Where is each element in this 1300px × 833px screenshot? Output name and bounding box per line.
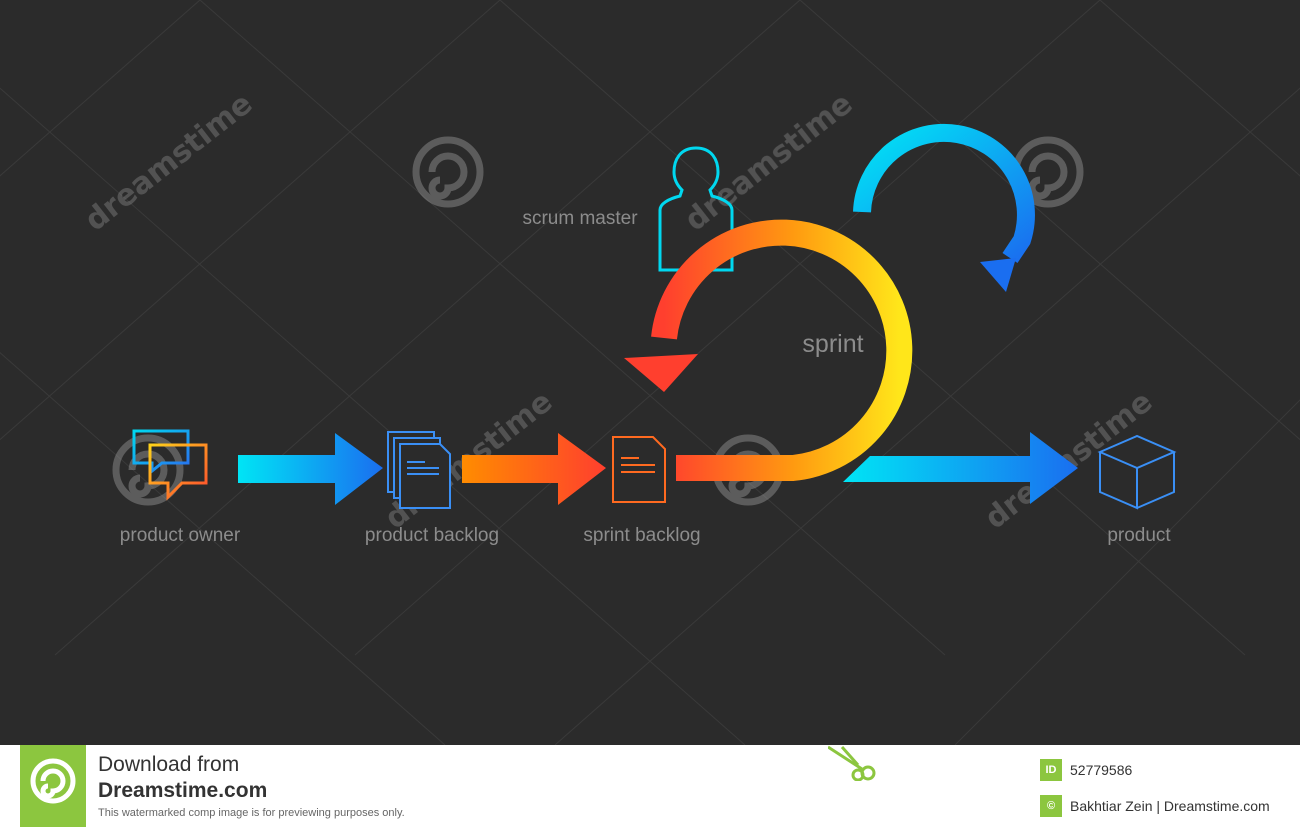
watermark-spirals	[112, 136, 1084, 506]
document-icon	[612, 436, 666, 503]
spiral-logo-icon	[30, 758, 76, 804]
product-cube-icon	[1097, 434, 1177, 510]
owner-to-backlog-arrow	[238, 433, 383, 505]
chat-bubbles-icon	[132, 429, 208, 501]
author-row: © Bakhtiar Zein | Dreamstime.com	[1040, 795, 1270, 817]
product-owner-label: product owner	[120, 525, 241, 546]
image-id-row: ID 52779586	[1040, 759, 1132, 781]
dreamstime-logo	[20, 745, 86, 827]
download-footer: Download from Dreamstime.com This waterm…	[0, 745, 1300, 833]
documents-stack-icon	[387, 431, 451, 509]
watermark-text: dreamstime	[678, 86, 859, 238]
scrum-diagram: dreamstime dreamstime dreamstime dreamst…	[0, 0, 1300, 745]
download-from-text: Download from	[98, 753, 240, 776]
scissors-icon	[828, 745, 876, 781]
watermark-text: dreamstime	[78, 86, 259, 238]
author-credit: Bakhtiar Zein | Dreamstime.com	[1070, 798, 1270, 814]
copyright-badge: ©	[1040, 795, 1062, 817]
backlog-to-sprint-arrow	[462, 433, 606, 505]
sprint-backlog-label: sprint backlog	[583, 525, 700, 546]
watermark-grid	[0, 0, 1300, 745]
sprint-to-product-arrow	[843, 432, 1078, 504]
sprint-cycle-arrow	[624, 219, 913, 481]
dreamstime-link[interactable]: Dreamstime.com	[98, 779, 268, 802]
image-id: 52779586	[1070, 762, 1133, 778]
product-label: product	[1107, 525, 1171, 546]
preview-note: This watermarked comp image is for previ…	[98, 807, 405, 819]
scrum-master-label: scrum master	[522, 208, 638, 229]
sprint-label: sprint	[802, 330, 863, 358]
product-backlog-label: product backlog	[365, 525, 499, 546]
daily-loop-arrow	[853, 123, 1035, 292]
id-badge: ID	[1040, 759, 1062, 781]
